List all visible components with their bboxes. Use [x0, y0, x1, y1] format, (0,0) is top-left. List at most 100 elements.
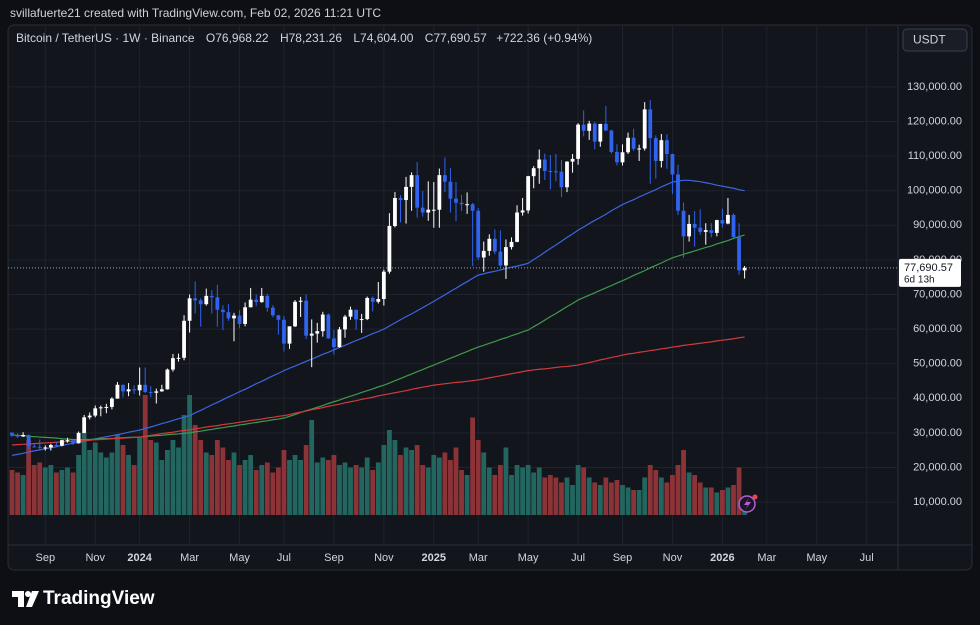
volume-bar — [187, 395, 192, 515]
volume-bar — [59, 470, 65, 515]
y-tick-label: 20,000.00 — [913, 461, 962, 473]
volume-bar — [292, 455, 298, 515]
volume-bar — [570, 485, 575, 515]
candle-body — [232, 315, 236, 319]
volume-bar — [131, 465, 137, 515]
candle-body — [359, 319, 364, 321]
x-tick-label: Mar — [757, 552, 776, 564]
volume-bar — [153, 442, 159, 515]
candle-body — [37, 446, 42, 448]
volume-bar — [708, 487, 714, 515]
candle-body — [576, 124, 580, 159]
candle-body — [426, 209, 431, 213]
volume-bar — [226, 460, 231, 515]
candle-body — [110, 398, 114, 407]
candle-body — [509, 241, 514, 248]
volume-bar — [242, 460, 248, 515]
volume-bar — [31, 465, 37, 515]
volume-bar — [448, 460, 453, 515]
candle-body — [209, 295, 214, 298]
candle-body — [198, 300, 203, 305]
candle-body — [26, 434, 31, 447]
volume-bar — [642, 477, 648, 515]
y-tick-label: 50,000.00 — [913, 358, 962, 370]
volume-bar — [170, 440, 176, 515]
candle-body — [481, 250, 486, 258]
currency-button[interactable] — [902, 28, 968, 52]
volume-bar — [436, 457, 442, 515]
volume-bar — [142, 395, 148, 515]
candle-body — [554, 171, 558, 173]
candle-body — [143, 384, 148, 393]
candle-body — [404, 186, 408, 201]
volume-bar — [42, 467, 48, 515]
y-tick-label: 130,000.00 — [907, 81, 962, 93]
volume-bar — [686, 472, 692, 515]
volume-bar — [9, 470, 15, 515]
volume-bar — [586, 477, 592, 515]
overlay-layer — [8, 179, 898, 456]
author-line: svillafuerte21 created with TradingView.… — [10, 6, 382, 20]
volume-bar — [553, 477, 559, 515]
candle-body — [476, 210, 481, 258]
candle-body — [542, 159, 547, 171]
volume-bar — [303, 445, 309, 515]
volume-bar — [692, 475, 698, 515]
x-tick-label: May — [518, 552, 539, 564]
candle-body — [337, 329, 342, 348]
volume-bar — [20, 475, 26, 515]
candle-body — [254, 299, 259, 303]
volume-bar — [475, 440, 481, 515]
candle-body — [570, 158, 575, 162]
candle-body — [626, 137, 630, 153]
volume-bar — [342, 462, 348, 515]
volume-bar — [159, 460, 165, 515]
volume-bar — [320, 457, 326, 515]
volume-bar — [126, 455, 131, 515]
candle-body — [615, 151, 619, 163]
x-tick-label: Nov — [374, 552, 394, 564]
candle-body — [343, 316, 347, 330]
x-tick-label: 2024 — [127, 552, 152, 564]
volume-bar — [231, 452, 237, 515]
volume-layer — [9, 395, 747, 515]
candle-body — [454, 198, 458, 203]
price-tag — [899, 258, 961, 287]
candle-body — [115, 384, 120, 399]
candle-body — [492, 238, 497, 252]
volume-bar — [470, 417, 476, 515]
candle-body — [548, 170, 553, 172]
volume-bar — [664, 482, 670, 515]
legend-key: L — [353, 31, 361, 45]
chart-frame — [7, 24, 973, 571]
candle-body — [221, 309, 225, 313]
candle-body — [720, 220, 725, 224]
volume-bar — [403, 447, 409, 515]
volume-bar — [498, 465, 503, 515]
candle-body — [437, 175, 442, 210]
candle-body — [581, 124, 586, 131]
volume-bar — [137, 437, 143, 515]
candle-body — [420, 207, 425, 213]
candle-body — [98, 407, 103, 409]
volume-bar — [492, 475, 498, 515]
candle-body — [487, 238, 492, 251]
candle-body — [398, 197, 403, 201]
candle-body — [598, 123, 603, 142]
volume-bar — [298, 460, 303, 515]
candle-body — [409, 175, 414, 187]
candle-body — [642, 109, 647, 149]
volume-bar — [237, 465, 242, 515]
volume-bar — [220, 447, 226, 515]
volume-bar — [431, 455, 437, 515]
volume-bar — [464, 475, 470, 515]
volume-bar — [359, 467, 365, 515]
x-tick-label: Sep — [613, 552, 633, 564]
volume-bar — [442, 452, 448, 515]
volume-bar — [253, 470, 259, 515]
volume-bar — [575, 465, 581, 515]
volume-bar — [287, 460, 292, 515]
x-tick-label: Sep — [324, 552, 344, 564]
